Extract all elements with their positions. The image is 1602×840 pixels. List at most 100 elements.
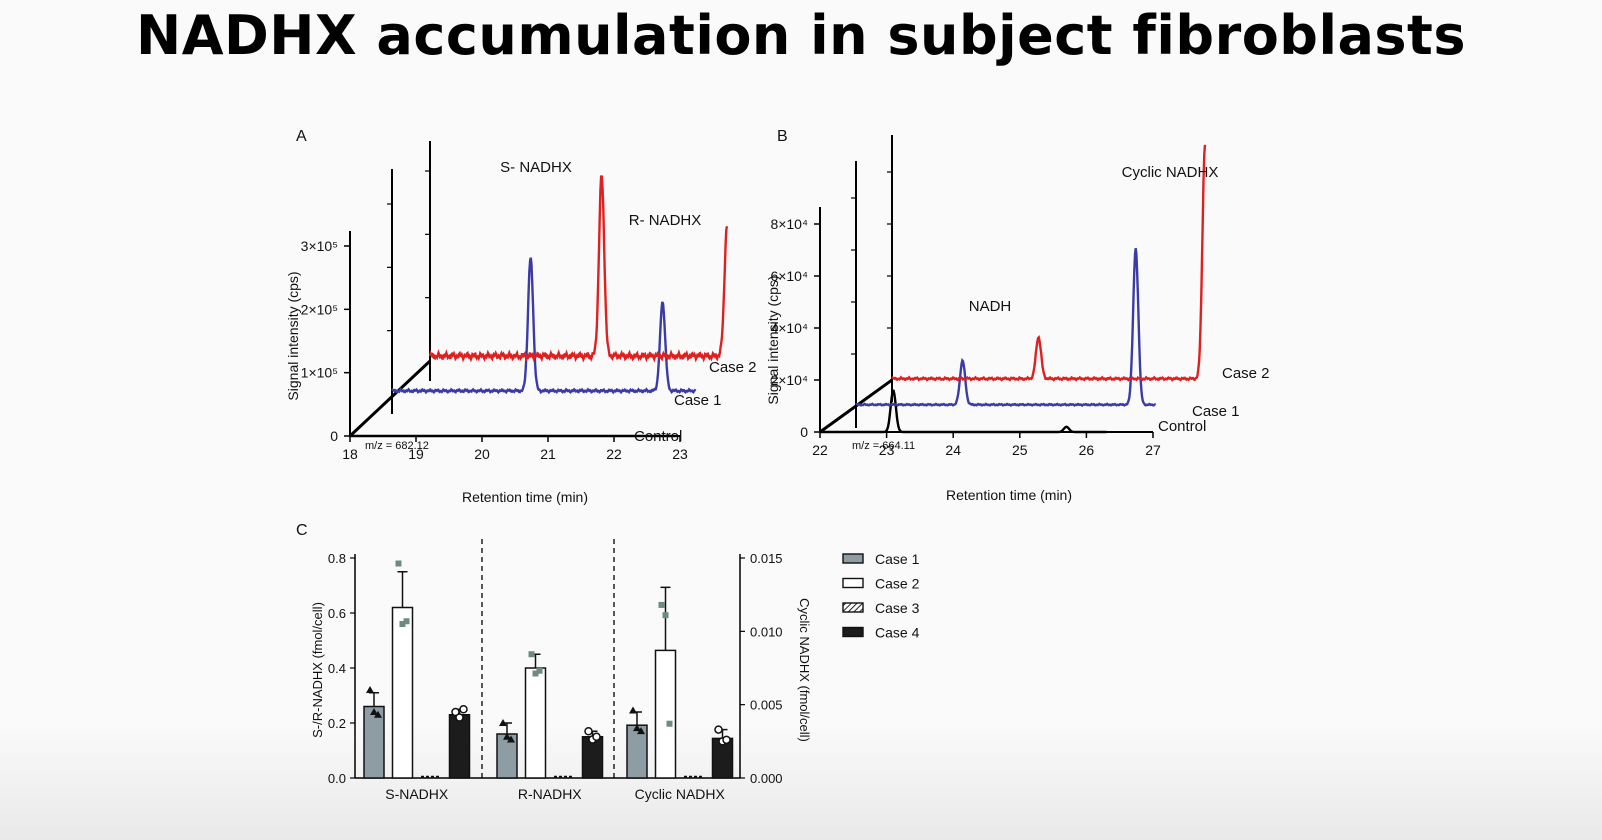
data-point bbox=[499, 719, 507, 726]
trace-case-1 bbox=[855, 248, 1157, 407]
panel-c-letter: C bbox=[296, 522, 308, 539]
peak-label-s-nadhx: S- NADHX bbox=[500, 159, 572, 176]
panel-b: B Signal intensity (cps) Retention time … bbox=[765, 128, 1270, 503]
y-tick-label: 4×10⁴ bbox=[770, 320, 808, 336]
y-tick-label: 2×10⁵ bbox=[301, 301, 338, 317]
legend-swatch-case-1 bbox=[842, 553, 864, 564]
y-tick-label: 8×10⁴ bbox=[770, 216, 808, 232]
x-tick-label: 27 bbox=[1145, 442, 1161, 458]
trace-label-case-1: Case 1 bbox=[674, 392, 722, 409]
data-point bbox=[451, 707, 460, 717]
peak-label-nadh: NADH bbox=[969, 298, 1012, 315]
trace-label-control: Control bbox=[1158, 418, 1206, 435]
panel-c-legend: Case 1 Case 2 Case 3 Case 4 bbox=[842, 551, 920, 641]
y-tick-label: 0 bbox=[800, 424, 808, 440]
panel-c-ylabel-right: Cyclic NADHX (fmol/cell) bbox=[797, 598, 812, 742]
panel-a: A Signal intensity (cps) Retention time … bbox=[285, 128, 757, 505]
data-point bbox=[722, 735, 731, 745]
right-y-tick-label: 0.000 bbox=[750, 771, 783, 786]
panel-a-axes: 18 19 20 21 22 23 0 1×10⁵ 2×10⁵ 3×10⁵ bbox=[301, 141, 688, 462]
data-point bbox=[403, 618, 410, 625]
legend-label-case-3: Case 3 bbox=[875, 600, 920, 616]
panel-a-letter: A bbox=[296, 128, 307, 145]
data-point bbox=[637, 727, 645, 735]
data-point bbox=[714, 725, 723, 734]
legend-label-case-2: Case 2 bbox=[875, 576, 920, 592]
peak-label-r-nadhx: R- NADHX bbox=[629, 212, 702, 229]
data-point bbox=[503, 732, 511, 740]
panel-b-axes: 22 23 24 25 26 27 0 2×10⁴ 4×10⁴ 6×10⁴ 8×10⁴ bbox=[770, 135, 1161, 458]
bar-case-2-cyclic-nadhx bbox=[654, 649, 677, 779]
panel-c: C S-/R-NADHX (fmol/cell) Cyclic NADHX (f… bbox=[296, 522, 920, 802]
bar-case-2-s-nadhx bbox=[391, 606, 414, 779]
panel-b-traces bbox=[820, 144, 1207, 434]
x-tick-label: 25 bbox=[1012, 442, 1028, 458]
left-y-tick-label: 0.8 bbox=[328, 551, 346, 566]
panel-a-mz: m/z = 682.12 bbox=[365, 440, 429, 452]
slide-title: NADHX accumulation in subject fibroblast… bbox=[136, 4, 1466, 67]
x-tick-label: 19 bbox=[408, 446, 424, 462]
left-y-tick-label: 0.6 bbox=[328, 606, 346, 621]
panel-c-bars: 0.0 0.2 0.4 0.6 0.8 0.000 0.005 0.010 0.015 S-NAD… bbox=[328, 538, 783, 802]
peak-label-cyclic-nadhx: Cyclic NADHX bbox=[1122, 164, 1219, 181]
legend-label-case-4: Case 4 bbox=[875, 625, 920, 641]
data-point bbox=[455, 713, 464, 722]
data-point bbox=[374, 710, 382, 718]
data-point bbox=[584, 727, 593, 736]
panel-b-letter: B bbox=[777, 128, 788, 145]
y-tick-label: 6×10⁴ bbox=[770, 268, 808, 284]
left-y-tick-label: 0.0 bbox=[328, 771, 346, 786]
trace-control bbox=[820, 389, 1107, 434]
data-point bbox=[662, 612, 669, 619]
legend-swatch-case-2 bbox=[842, 577, 864, 589]
right-y-tick-label: 0.010 bbox=[750, 624, 783, 639]
data-point bbox=[658, 601, 665, 608]
data-point bbox=[592, 732, 601, 741]
data-point bbox=[399, 621, 406, 627]
bar-case-4-s-nadhx bbox=[448, 714, 471, 779]
y-tick-label: 0 bbox=[330, 428, 338, 444]
y-tick-label: 1×10⁵ bbox=[301, 365, 338, 381]
y-tick-label: 3×10⁵ bbox=[301, 238, 338, 254]
x-tick-label: 23 bbox=[879, 442, 895, 458]
right-y-tick-label: 0.015 bbox=[750, 551, 783, 566]
data-point bbox=[666, 720, 673, 727]
data-point bbox=[532, 670, 539, 677]
legend-swatch-case-4 bbox=[842, 626, 864, 638]
bar-case-1-r-nadhx bbox=[496, 733, 518, 779]
data-point bbox=[629, 706, 637, 714]
legend-label-case-1: Case 1 bbox=[875, 551, 920, 567]
panel-c-ylabel-left: S-/R-NADHX (fmol/cell) bbox=[310, 602, 325, 738]
category-label-cyclic-nadhx: Cyclic NADHX bbox=[635, 786, 726, 802]
category-label-r-nadhx: R-NADHX bbox=[518, 786, 582, 802]
category-label-s-nadhx: S-NADHX bbox=[385, 786, 449, 802]
panel-b-ylabel: Signal intensity (cps) bbox=[765, 275, 781, 404]
y-tick-label: 2×10⁴ bbox=[770, 372, 808, 388]
data-point bbox=[536, 667, 543, 674]
trace-label-case-2: Case 2 bbox=[709, 359, 757, 376]
trace-label-case-1: Case 1 bbox=[1192, 403, 1240, 420]
data-point bbox=[370, 708, 378, 715]
panel-b-mz: m/z = 664.11 bbox=[852, 440, 915, 452]
left-y-tick-label: 0.2 bbox=[328, 716, 346, 731]
x-tick-label: 23 bbox=[672, 446, 688, 462]
panel-a-xlabel: Retention time (min) bbox=[462, 489, 588, 505]
trace-case-2 bbox=[428, 175, 729, 363]
panel-b-xlabel: Retention time (min) bbox=[946, 487, 1072, 503]
x-tick-label: 20 bbox=[474, 446, 490, 462]
legend-swatch-case-3 bbox=[842, 602, 864, 613]
trace-label-control: Control bbox=[634, 428, 682, 445]
right-y-tick-label: 0.005 bbox=[750, 698, 783, 713]
data-point bbox=[366, 686, 374, 693]
trace-label-case-2: Case 2 bbox=[1222, 365, 1270, 382]
left-y-tick-label: 0.4 bbox=[328, 661, 346, 676]
x-tick-label: 22 bbox=[606, 446, 622, 462]
data-point bbox=[633, 724, 641, 732]
panel-a-ylabel: Signal intensity (cps) bbox=[285, 271, 301, 400]
depth-axis-line bbox=[348, 359, 432, 438]
x-tick-label: 21 bbox=[540, 446, 556, 462]
panel-a-traces bbox=[350, 175, 729, 438]
data-point bbox=[459, 705, 468, 714]
